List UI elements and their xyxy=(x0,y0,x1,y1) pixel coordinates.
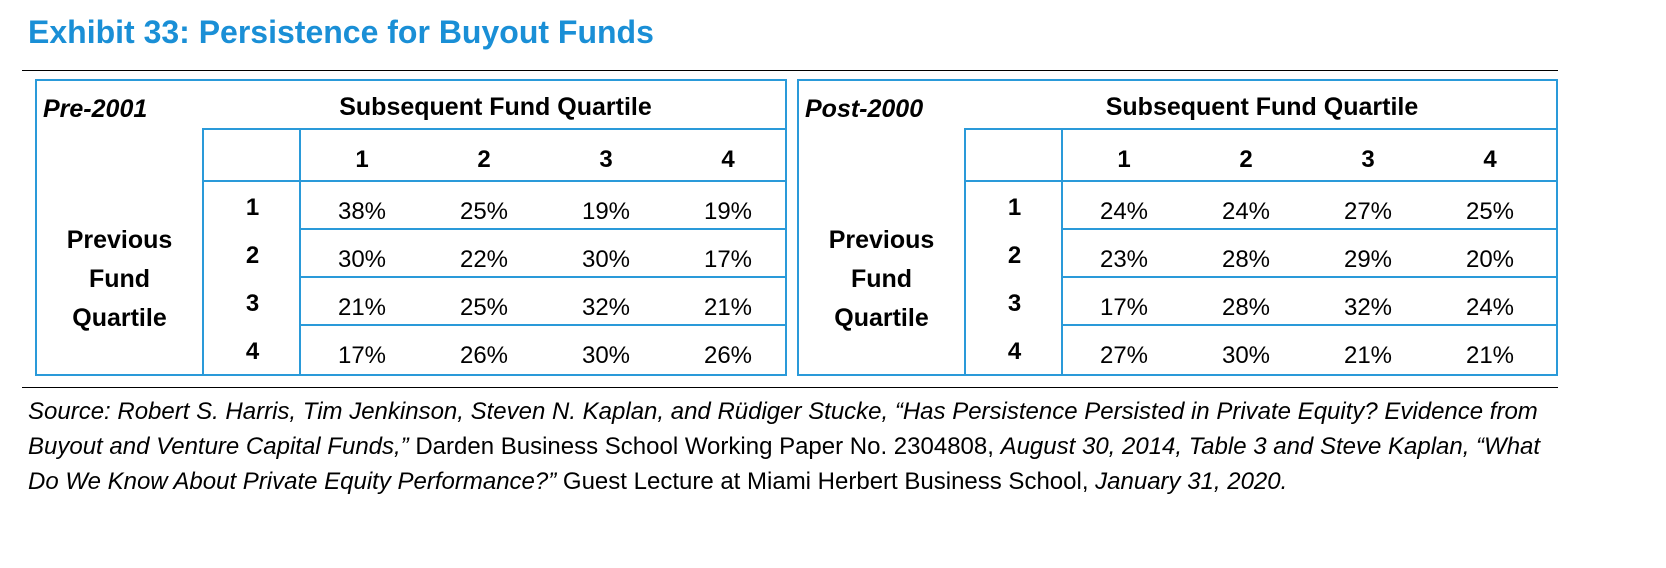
table-cell: 21% xyxy=(337,294,387,321)
table-cell: 21% xyxy=(1343,342,1393,369)
row-header-line: Fund xyxy=(850,265,913,293)
table-cell: 19% xyxy=(703,198,753,225)
table-cell: 23% xyxy=(1099,246,1149,273)
row-header-line: Previous xyxy=(66,226,173,254)
panel-label: Pre-2001 xyxy=(43,95,148,123)
bottom-rule xyxy=(22,387,1558,388)
table-cell: 25% xyxy=(459,198,509,225)
column-header: 3 xyxy=(1361,146,1375,173)
table-cell: 20% xyxy=(1465,246,1515,273)
source-note: Source: Robert S. Harris, Tim Jenkinson,… xyxy=(28,394,1558,499)
row-number: 4 xyxy=(245,338,260,365)
column-header: 2 xyxy=(1239,146,1253,173)
column-header: 4 xyxy=(1483,146,1497,173)
row-divider xyxy=(301,228,785,230)
previous-quartile-header: Previous Fund Quartile xyxy=(37,221,202,338)
top-rule xyxy=(22,70,1558,71)
table-cell: 30% xyxy=(337,246,387,273)
panel-post-2000: Post-2000 Subsequent Fund Quartile Previ… xyxy=(797,79,1558,376)
table-cell: 30% xyxy=(581,342,631,369)
row-number: 4 xyxy=(1007,338,1022,365)
table-cell: 22% xyxy=(459,246,509,273)
table-cell: 17% xyxy=(1099,294,1149,321)
table-cell: 25% xyxy=(1465,198,1515,225)
table-cell: 17% xyxy=(703,246,753,273)
column-divider xyxy=(1061,130,1063,374)
table-cell: 24% xyxy=(1221,198,1271,225)
table-cell: 27% xyxy=(1099,342,1149,369)
source-citation-plain: Guest Lecture at Miami Herbert Business … xyxy=(556,468,1096,495)
table-cell: 24% xyxy=(1465,294,1515,321)
table-cell: 28% xyxy=(1221,294,1271,321)
row-divider xyxy=(1063,228,1556,230)
header-divider xyxy=(966,180,1556,182)
panel-pre-2001: Pre-2001 Subsequent Fund Quartile Previo… xyxy=(35,79,787,376)
table-cell: 26% xyxy=(703,342,753,369)
table-cell: 38% xyxy=(337,198,387,225)
row-divider xyxy=(301,276,785,278)
row-header-line: Quartile xyxy=(834,304,929,332)
row-number: 2 xyxy=(245,242,260,269)
table-cell: 32% xyxy=(1343,294,1393,321)
table-cell: 17% xyxy=(337,342,387,369)
table-cell: 30% xyxy=(581,246,631,273)
column-header: 1 xyxy=(1117,146,1131,173)
source-citation-plain: Darden Business School Working Paper No.… xyxy=(408,433,1001,460)
row-number: 1 xyxy=(245,194,260,221)
source-citation-italic: January 31, 2020. xyxy=(1095,468,1288,495)
table-cell: 21% xyxy=(703,294,753,321)
subsequent-quartile-header: Subsequent Fund Quartile xyxy=(1105,93,1419,121)
row-header-line: Previous xyxy=(828,226,935,254)
row-header-line: Quartile xyxy=(72,304,167,332)
table-cell: 26% xyxy=(459,342,509,369)
row-divider xyxy=(1063,324,1556,326)
row-header-line: Fund xyxy=(88,265,151,293)
source-citation-italic: Source: Robert S. Harris, Tim Jenkinson,… xyxy=(28,398,1538,460)
table-cell: 19% xyxy=(581,198,631,225)
column-header: 3 xyxy=(599,146,613,173)
source-citation-italic: August 30, 2014, Table 3 and Steve Kapla… xyxy=(28,433,1541,495)
table-cell: 28% xyxy=(1221,246,1271,273)
column-header: 4 xyxy=(721,146,735,173)
exhibit-title: Exhibit 33: Persistence for Buyout Funds xyxy=(28,14,654,50)
column-header: 1 xyxy=(355,146,369,173)
quartile-grid: 1 2 3 4 1 2 3 4 24% 24% 27% 25% 23% 28% … xyxy=(964,128,1556,374)
table-cell: 25% xyxy=(459,294,509,321)
table-cell: 30% xyxy=(1221,342,1271,369)
table-cell: 32% xyxy=(581,294,631,321)
row-number: 3 xyxy=(245,290,260,317)
table-cell: 27% xyxy=(1343,198,1393,225)
column-divider xyxy=(299,130,301,374)
row-divider xyxy=(1063,276,1556,278)
previous-quartile-header: Previous Fund Quartile xyxy=(799,221,964,338)
row-divider xyxy=(301,324,785,326)
header-divider xyxy=(204,180,785,182)
row-number: 3 xyxy=(1007,290,1022,317)
subsequent-quartile-header: Subsequent Fund Quartile xyxy=(339,93,652,121)
row-number: 1 xyxy=(1007,194,1022,221)
column-header: 2 xyxy=(477,146,491,173)
table-cell: 21% xyxy=(1465,342,1515,369)
panel-label: Post-2000 xyxy=(805,95,924,123)
row-number: 2 xyxy=(1007,242,1022,269)
table-cell: 24% xyxy=(1099,198,1149,225)
table-cell: 29% xyxy=(1343,246,1393,273)
quartile-grid: 1 2 3 4 1 2 3 4 38% 25% 19% 19% 30% 22% … xyxy=(202,128,785,374)
